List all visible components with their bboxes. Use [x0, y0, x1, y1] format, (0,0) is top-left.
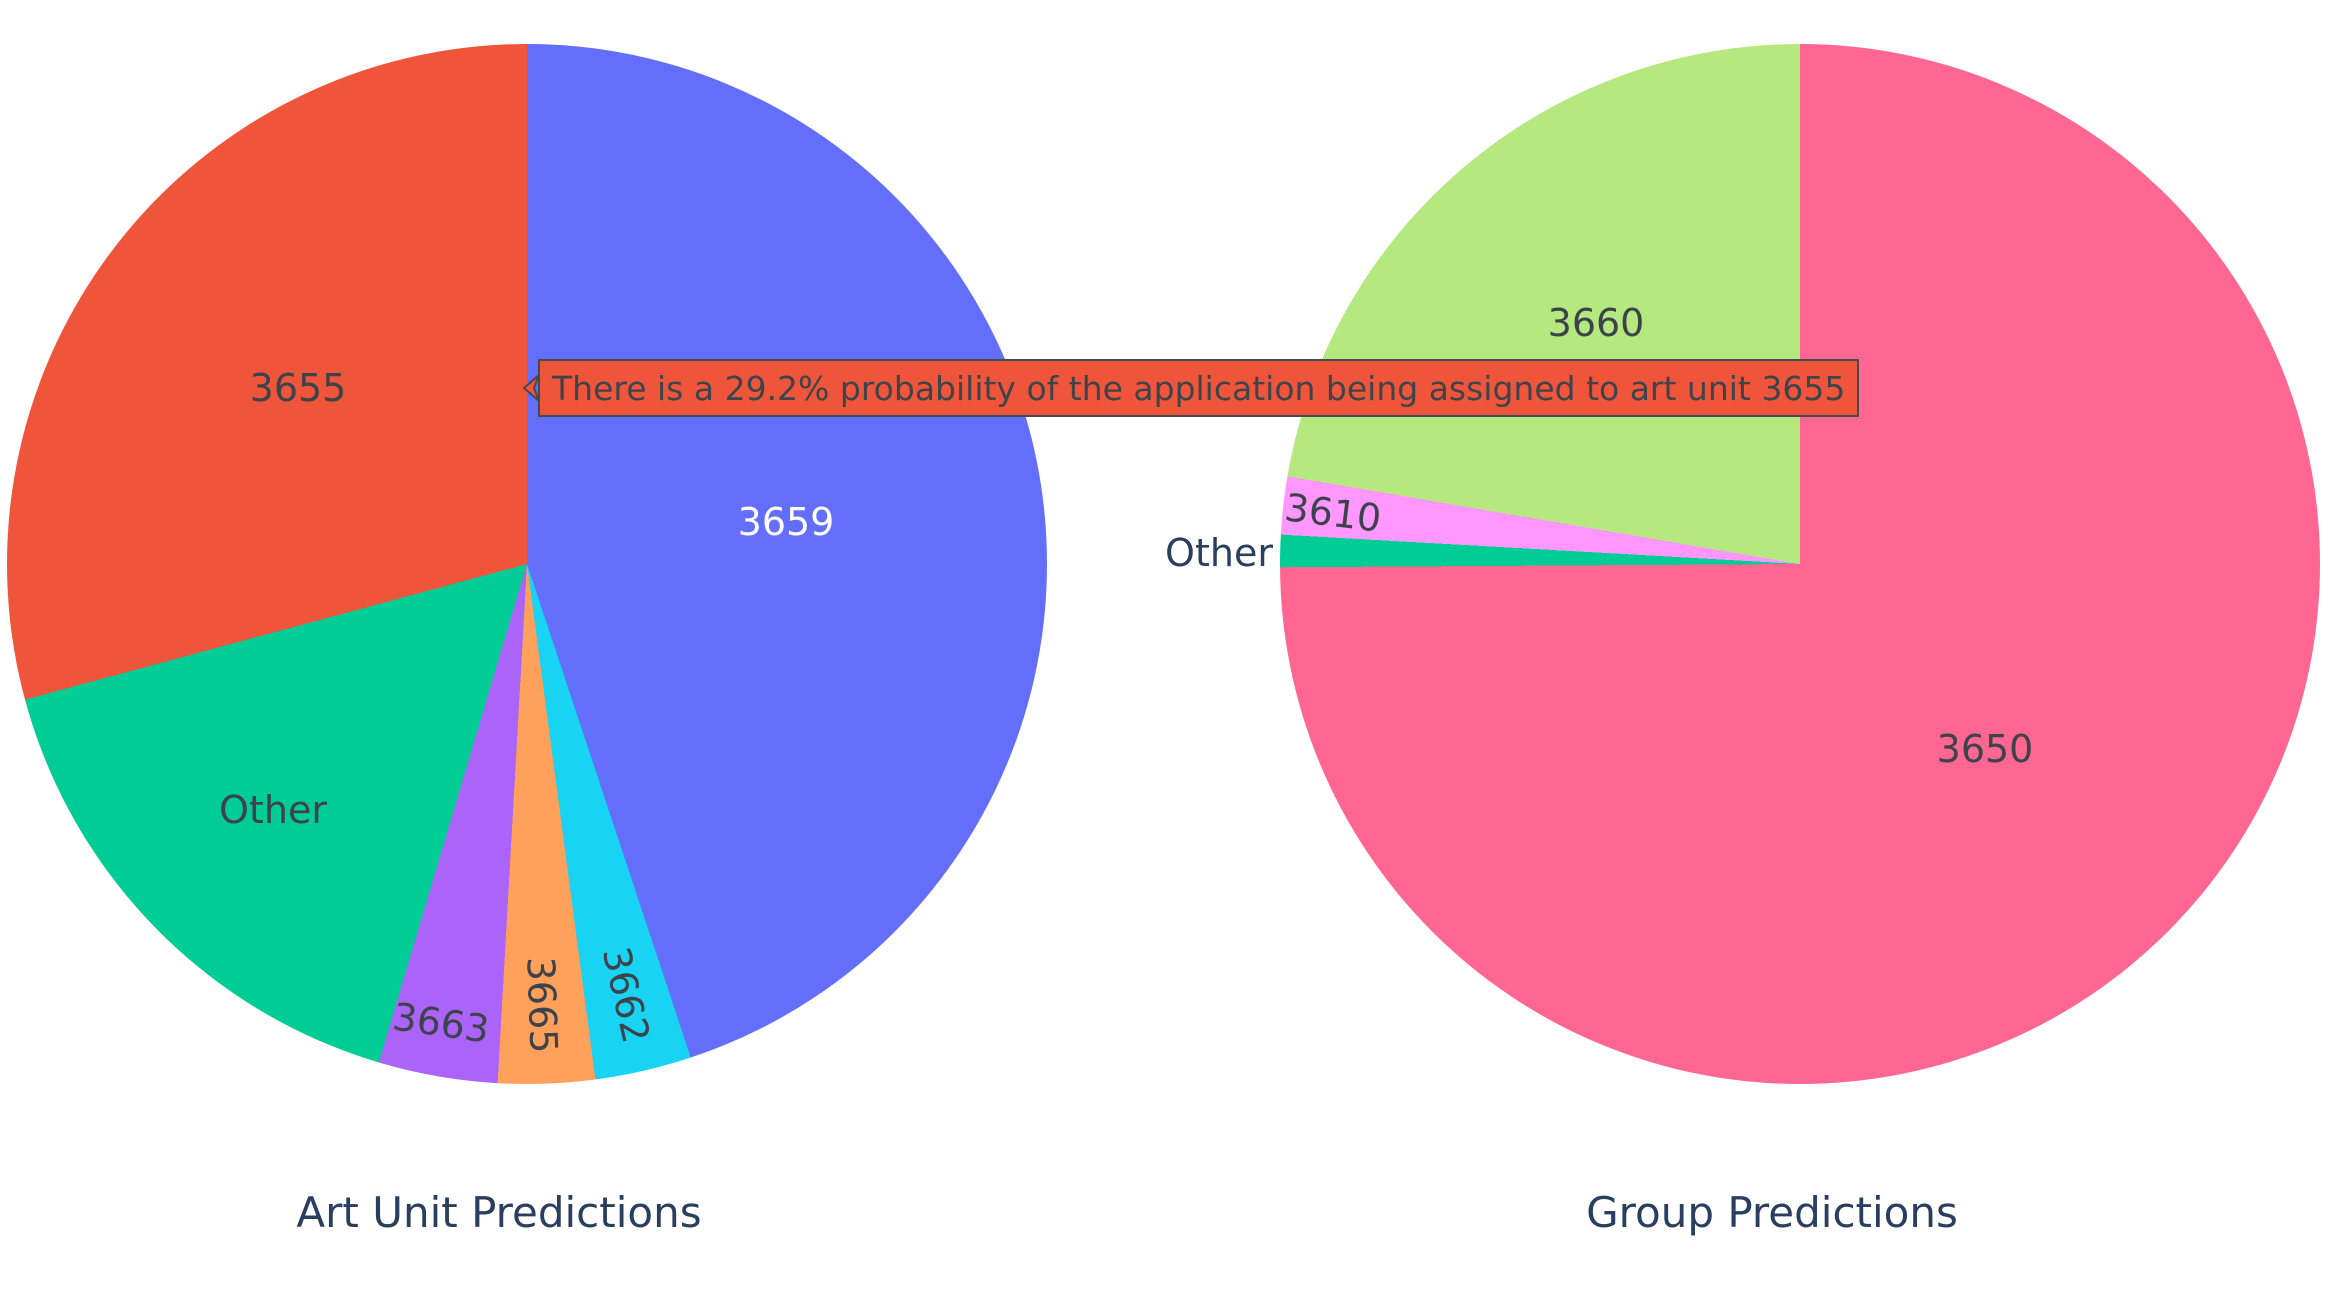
slice-label-3660: 3660: [1547, 301, 1645, 345]
hover-tooltip: There is a 29.2% probability of the appl…: [523, 359, 1860, 417]
tooltip-box: There is a 29.2% probability of the appl…: [538, 359, 1860, 417]
slice-label-other-left: Other: [219, 788, 327, 832]
group-pie-title: Group Predictions: [1586, 1188, 1958, 1237]
group-pie[interactable]: [1280, 44, 2320, 1084]
art-unit-pie-title: Art Unit Predictions: [296, 1188, 702, 1237]
slice-label-other-right: Other: [1165, 531, 1273, 575]
tooltip-text: There is a 29.2% probability of the appl…: [552, 368, 1846, 408]
slice-label-3655: 3655: [249, 366, 347, 410]
slice-label-3659: 3659: [737, 500, 835, 544]
slice-label-3610: 3610: [1282, 485, 1384, 541]
slice-label-3650: 3650: [1936, 727, 2034, 771]
slice-label-3665: 3665: [518, 955, 566, 1055]
art-unit-pie[interactable]: [7, 44, 1047, 1084]
